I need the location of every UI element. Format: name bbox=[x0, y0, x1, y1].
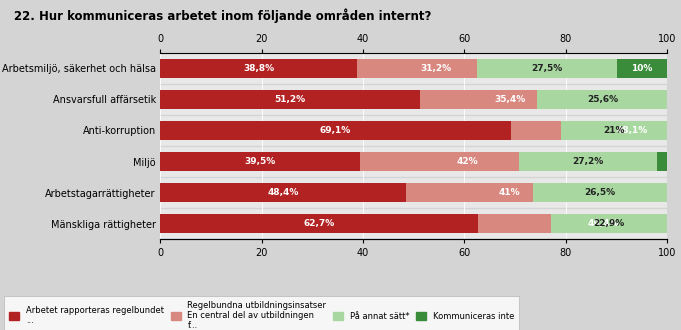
Text: 22,9%: 22,9% bbox=[594, 219, 625, 228]
Bar bbox=[160, 152, 360, 171]
Bar bbox=[561, 121, 667, 140]
Text: 49,4%: 49,4% bbox=[588, 219, 619, 228]
Text: 10%: 10% bbox=[631, 64, 652, 73]
Bar bbox=[419, 90, 599, 109]
Bar bbox=[657, 152, 667, 171]
Bar bbox=[537, 90, 667, 109]
Bar bbox=[406, 183, 614, 202]
Text: 21%: 21% bbox=[603, 126, 625, 135]
Legend: Arbetet rapporteras regelbundet
..., Regelbundna utbildningsinsatser
En central : Arbetet rapporteras regelbundet ..., Reg… bbox=[4, 296, 519, 330]
Text: 39,5%: 39,5% bbox=[244, 157, 276, 166]
Text: 35,4%: 35,4% bbox=[494, 95, 525, 104]
Bar bbox=[478, 214, 681, 233]
Text: 48,4%: 48,4% bbox=[267, 188, 298, 197]
Bar bbox=[533, 183, 667, 202]
Text: 38,8%: 38,8% bbox=[243, 64, 274, 73]
Text: 41%: 41% bbox=[498, 188, 520, 197]
Text: 27,2%: 27,2% bbox=[573, 157, 604, 166]
Bar bbox=[477, 59, 617, 78]
Bar bbox=[160, 214, 478, 233]
Text: 27,5%: 27,5% bbox=[531, 64, 563, 73]
Text: 62,7%: 62,7% bbox=[304, 219, 335, 228]
Bar bbox=[551, 214, 667, 233]
Bar bbox=[360, 152, 573, 171]
Bar bbox=[357, 59, 516, 78]
Bar bbox=[160, 90, 419, 109]
Bar bbox=[160, 121, 511, 140]
Text: 48,1%: 48,1% bbox=[617, 126, 648, 135]
Text: 25,6%: 25,6% bbox=[587, 95, 618, 104]
Text: 31,2%: 31,2% bbox=[420, 64, 452, 73]
Bar bbox=[511, 121, 681, 140]
Text: 42%: 42% bbox=[456, 157, 478, 166]
Text: 51,2%: 51,2% bbox=[274, 95, 306, 104]
Text: 69,1%: 69,1% bbox=[319, 126, 351, 135]
Bar bbox=[160, 183, 406, 202]
Bar bbox=[160, 59, 357, 78]
Text: 22. Hur kommuniceras arbetet inom följande områden internt?: 22. Hur kommuniceras arbetet inom följan… bbox=[14, 8, 431, 23]
Bar bbox=[616, 59, 667, 78]
Bar bbox=[519, 152, 657, 171]
Text: 26,5%: 26,5% bbox=[584, 188, 616, 197]
